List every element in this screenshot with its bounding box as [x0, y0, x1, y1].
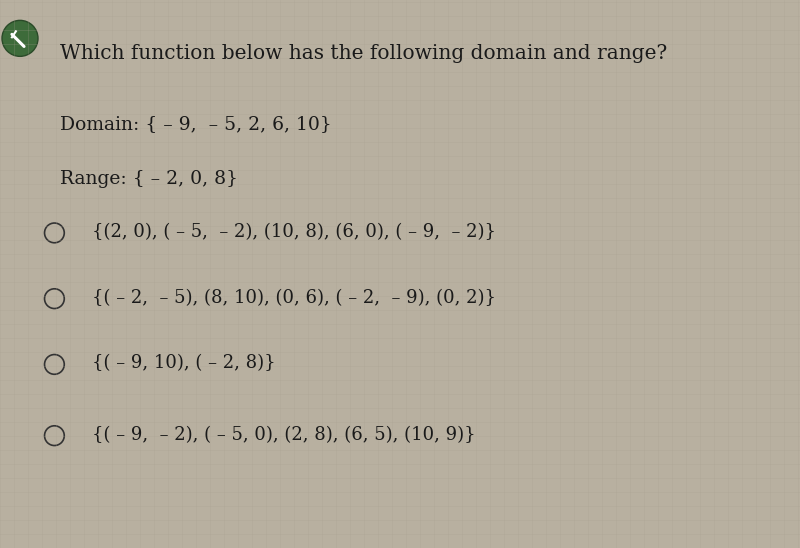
- Text: Domain: { – 9,  – 5, 2, 6, 10}: Domain: { – 9, – 5, 2, 6, 10}: [60, 115, 332, 133]
- Text: {(2, 0), ( – 5,  – 2), (10, 8), (6, 0), ( – 9,  – 2)}: {(2, 0), ( – 5, – 2), (10, 8), (6, 0), (…: [92, 223, 496, 241]
- Text: Which function below has the following domain and range?: Which function below has the following d…: [60, 44, 667, 63]
- Circle shape: [2, 20, 38, 56]
- Text: {( – 9, 10), ( – 2, 8)}: {( – 9, 10), ( – 2, 8)}: [92, 355, 276, 373]
- Text: {( – 9,  – 2), ( – 5, 0), (2, 8), (6, 5), (10, 9)}: {( – 9, – 2), ( – 5, 0), (2, 8), (6, 5),…: [92, 426, 476, 444]
- Text: {( – 2,  – 5), (8, 10), (0, 6), ( – 2,  – 9), (0, 2)}: {( – 2, – 5), (8, 10), (0, 6), ( – 2, – …: [92, 289, 496, 307]
- Text: Range: { – 2, 0, 8}: Range: { – 2, 0, 8}: [60, 170, 238, 188]
